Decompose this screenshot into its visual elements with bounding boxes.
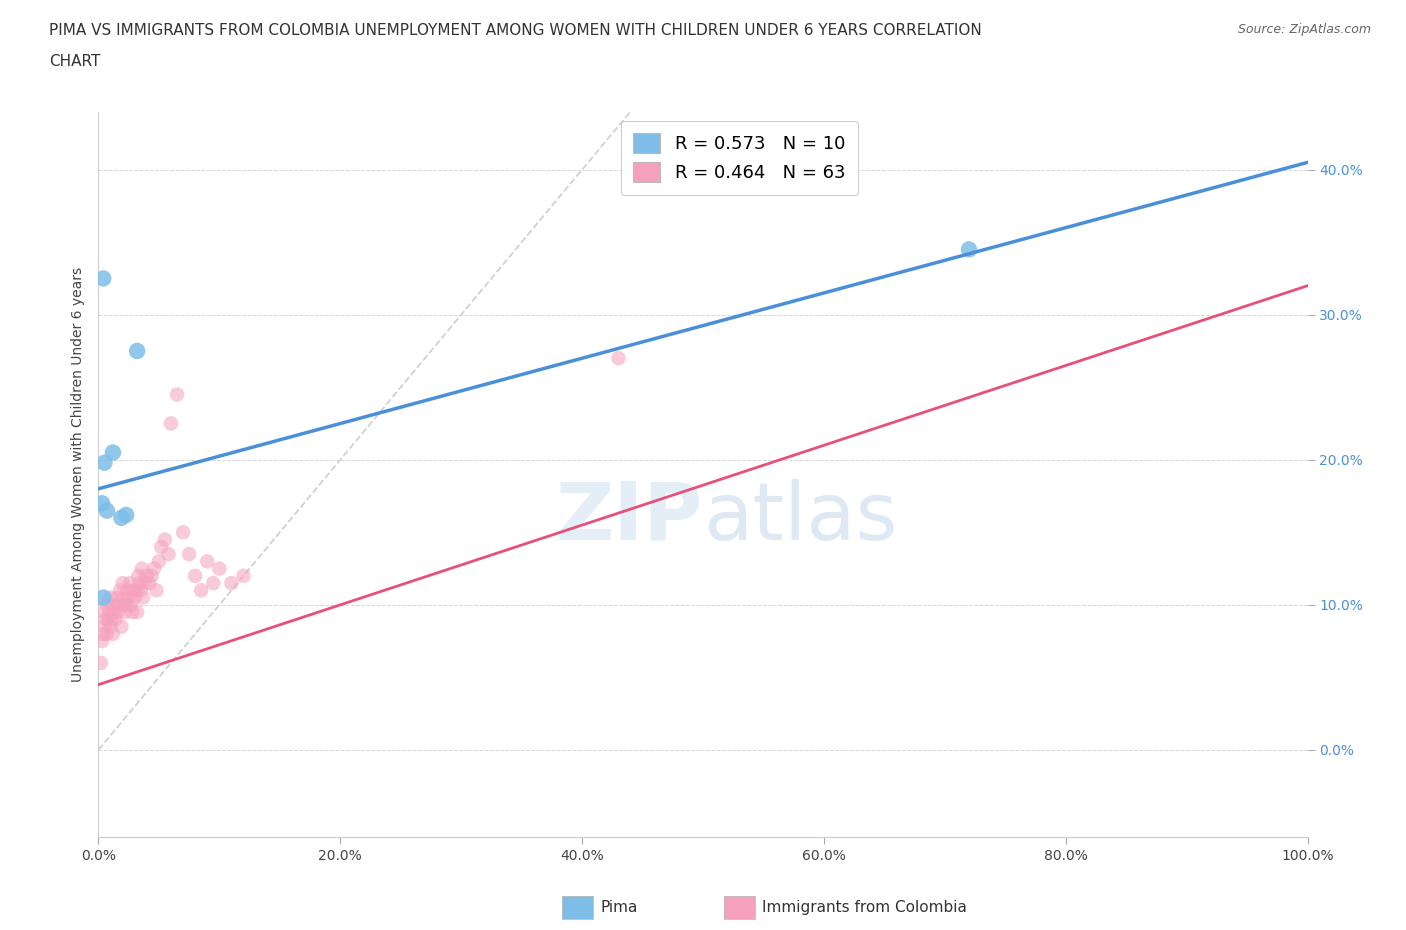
Point <box>202 576 225 591</box>
Point <box>160 416 183 431</box>
Point <box>232 568 254 583</box>
Point <box>94 612 117 627</box>
Text: Source: ZipAtlas.com: Source: ZipAtlas.com <box>1237 23 1371 36</box>
Text: Pima: Pima <box>600 900 638 915</box>
Point <box>114 604 136 619</box>
Point <box>108 583 131 598</box>
Point <box>111 576 134 591</box>
Point <box>125 583 148 598</box>
Point <box>93 604 115 619</box>
Point <box>150 539 173 554</box>
Point <box>93 619 115 634</box>
Point <box>101 627 124 642</box>
Point <box>208 561 231 576</box>
Point <box>91 633 114 648</box>
Point <box>110 511 132 525</box>
Point <box>93 456 115 471</box>
Point <box>117 583 139 598</box>
Point <box>132 591 155 605</box>
Point <box>91 271 114 286</box>
Point <box>131 561 153 576</box>
Point <box>96 597 118 612</box>
Point <box>127 604 149 619</box>
Point <box>98 604 121 619</box>
Point <box>141 568 163 583</box>
Point <box>157 547 180 562</box>
Point <box>184 568 207 583</box>
Text: CHART: CHART <box>49 54 101 69</box>
Point <box>127 343 149 358</box>
Point <box>118 576 141 591</box>
Point <box>195 554 218 569</box>
Point <box>91 496 114 511</box>
Point <box>100 612 122 627</box>
Point <box>128 576 150 591</box>
Point <box>97 612 120 627</box>
Point <box>112 591 135 605</box>
Point <box>91 591 114 605</box>
Point <box>148 554 170 569</box>
Point <box>190 583 212 598</box>
Text: PIMA VS IMMIGRANTS FROM COLOMBIA UNEMPLOYMENT AMONG WOMEN WITH CHILDREN UNDER 6 : PIMA VS IMMIGRANTS FROM COLOMBIA UNEMPLO… <box>49 23 981 38</box>
Point <box>120 597 142 612</box>
Point <box>129 583 152 598</box>
Point <box>103 604 125 619</box>
Point <box>118 591 141 605</box>
Point <box>100 591 122 605</box>
Point <box>96 627 118 642</box>
Point <box>101 597 124 612</box>
Text: Immigrants from Colombia: Immigrants from Colombia <box>762 900 967 915</box>
Point <box>166 387 188 402</box>
Point <box>121 604 143 619</box>
Point <box>179 547 201 562</box>
Point <box>110 619 132 634</box>
Point <box>91 627 114 642</box>
Point <box>111 597 134 612</box>
Point <box>127 568 149 583</box>
Point <box>134 576 156 591</box>
Point <box>145 583 167 598</box>
Point <box>96 503 118 518</box>
Text: atlas: atlas <box>703 479 897 557</box>
Point <box>90 656 112 671</box>
Point <box>115 597 138 612</box>
Point <box>104 612 127 627</box>
Point <box>124 591 146 605</box>
Point <box>108 597 131 612</box>
Point <box>122 583 145 598</box>
Point <box>172 525 194 539</box>
Point <box>221 576 243 591</box>
Point <box>115 508 138 523</box>
Legend: R = 0.573   N = 10, R = 0.464   N = 63: R = 0.573 N = 10, R = 0.464 N = 63 <box>620 121 858 194</box>
Point <box>135 568 157 583</box>
Point <box>101 445 124 460</box>
Point <box>100 619 122 634</box>
Point <box>105 591 128 605</box>
Text: ZIP: ZIP <box>555 479 703 557</box>
Y-axis label: Unemployment Among Women with Children Under 6 years: Unemployment Among Women with Children U… <box>70 267 84 682</box>
Point <box>138 576 160 591</box>
Point <box>107 604 129 619</box>
Point <box>607 351 630 365</box>
Point <box>143 561 166 576</box>
Point <box>153 532 176 547</box>
Point <box>957 242 980 257</box>
